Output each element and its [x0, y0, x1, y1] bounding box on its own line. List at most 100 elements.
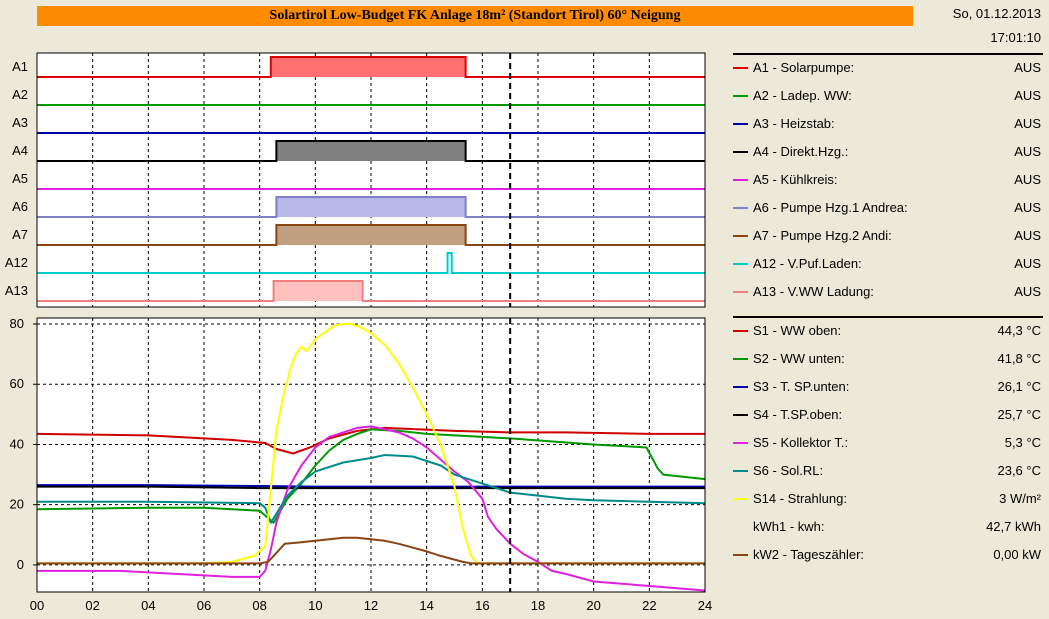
channel-on-area-a4 — [276, 141, 466, 161]
legend-row-a3: A3 - Heizstab: AUS — [733, 116, 1043, 132]
x-tick-label: 18 — [531, 598, 545, 613]
legend-swatch — [733, 442, 748, 444]
legend-divider-middle — [733, 316, 1043, 318]
series-line-s1 — [36, 426, 705, 455]
legend-label: A12 - V.Puf.Laden: — [753, 256, 862, 271]
channel-label-a12: A12 — [5, 255, 28, 270]
legend-label: A7 - Pumpe Hzg.2 Andi: — [753, 228, 892, 243]
channel-trace-a12 — [37, 252, 705, 274]
legend-value: AUS — [1014, 88, 1041, 103]
y-tick-label: 20 — [10, 497, 24, 512]
legend-row-s5: S5 - Kollektor T.: 5,3 °C — [733, 435, 1043, 451]
x-tick-label: 16 — [475, 598, 489, 613]
series-line-s3 — [37, 484, 705, 488]
series-line-s5 — [37, 425, 706, 592]
channel-label-a2: A2 — [12, 87, 28, 102]
legend-swatch — [733, 235, 748, 237]
legend-swatch — [733, 554, 748, 556]
channel-on-area-a12 — [447, 253, 452, 273]
legend-value: 25,7 °C — [997, 407, 1041, 422]
legend-label: S4 - T.SP.oben: — [753, 407, 843, 422]
x-tick-label: 24 — [698, 598, 712, 613]
legend-label: S1 - WW oben: — [753, 323, 842, 338]
time-label: 17:01:10 — [990, 30, 1041, 45]
legend-row-s14: S14 - Strahlung: 3 W/m² — [733, 491, 1043, 507]
legend-value: 23,6 °C — [997, 463, 1041, 478]
legend-row-a4: A4 - Direkt.Hzg.: AUS — [733, 144, 1043, 160]
legend-swatch — [733, 358, 748, 360]
y-tick-label: 0 — [17, 557, 24, 572]
legend-label: A1 - Solarpumpe: — [753, 60, 855, 75]
date-label: So, 01.12.2013 — [952, 6, 1041, 21]
legend-label: A3 - Heizstab: — [753, 116, 835, 131]
series-line-kw2 — [37, 536, 705, 565]
legend-label: A13 - V.WW Ladung: — [753, 284, 874, 299]
analog-plot-background — [37, 318, 705, 592]
chart-title: Solartirol Low-Budget FK Anlage 18m² (St… — [37, 6, 913, 26]
legend-value: 5,3 °C — [1004, 435, 1041, 450]
channel-trace-a6 — [37, 196, 705, 218]
legend-value: AUS — [1014, 144, 1041, 159]
legend-value: 0,00 kW — [993, 547, 1041, 562]
channel-label-a7: A7 — [12, 227, 28, 242]
legend-value: AUS — [1014, 116, 1041, 131]
legend-swatch — [733, 179, 748, 181]
legend-label: S5 - Kollektor T.: — [753, 435, 849, 450]
channel-label-a5: A5 — [12, 171, 28, 186]
x-tick-label: 14 — [419, 598, 433, 613]
channel-trace-a1 — [37, 56, 705, 78]
legend-value: AUS — [1014, 256, 1041, 271]
x-tick-label: 08 — [252, 598, 266, 613]
legend-row-kwh1: kWh1 - kwh: 42,7 kWh — [733, 519, 1043, 535]
legend-row-s1: S1 - WW oben: 44,3 °C — [733, 323, 1043, 339]
legend-label: A6 - Pumpe Hzg.1 Andrea: — [753, 200, 908, 215]
channel-label-a13: A13 — [5, 283, 28, 298]
series-line-s4 — [37, 485, 705, 490]
legend-swatch — [733, 95, 748, 97]
legend-row-a1: A1 - Solarpumpe: AUS — [733, 60, 1043, 76]
legend-row-a5: A5 - Kühlkreis: AUS — [733, 172, 1043, 188]
legend-swatch — [733, 470, 748, 472]
legend-swatch — [733, 526, 748, 528]
legend-label: S2 - WW unten: — [753, 351, 845, 366]
legend-row-a6: A6 - Pumpe Hzg.1 Andrea: AUS — [733, 200, 1043, 216]
legend-row-a7: A7 - Pumpe Hzg.2 Andi: AUS — [733, 228, 1043, 244]
y-tick-label: 40 — [10, 436, 24, 451]
y-tick-label: 60 — [10, 376, 24, 391]
legend-swatch — [733, 207, 748, 209]
legend-value: AUS — [1014, 228, 1041, 243]
channel-label-a4: A4 — [12, 143, 28, 158]
x-tick-label: 02 — [85, 598, 99, 613]
channel-trace-a4 — [37, 140, 705, 162]
legend-label: A4 - Direkt.Hzg.: — [753, 144, 849, 159]
series-line-s6 — [37, 454, 706, 524]
x-tick-label: 22 — [642, 598, 656, 613]
x-tick-label: 06 — [197, 598, 211, 613]
legend-row-a2: A2 - Ladep. WW: AUS — [733, 88, 1043, 104]
channel-on-area-a7 — [276, 225, 466, 245]
y-tick-label: 80 — [10, 316, 24, 331]
channel-label-a6: A6 — [12, 199, 28, 214]
channel-label-a3: A3 — [12, 115, 28, 130]
legend-label: S14 - Strahlung: — [753, 491, 847, 506]
legend-row-a13: A13 - V.WW Ladung: AUS — [733, 284, 1043, 300]
legend-swatch — [733, 498, 748, 500]
legend-value: 3 W/m² — [999, 491, 1041, 506]
legend-row-s3: S3 - T. SP.unten: 26,1 °C — [733, 379, 1043, 395]
legend-label: A2 - Ladep. WW: — [753, 88, 852, 103]
legend-label: kW2 - Tageszähler: — [753, 547, 865, 562]
legend-row-a12: A12 - V.Puf.Laden: AUS — [733, 256, 1043, 272]
legend-swatch — [733, 67, 748, 69]
legend-label: kWh1 - kwh: — [753, 519, 825, 534]
analog-plot-frame — [36, 317, 706, 593]
legend-value: AUS — [1014, 60, 1041, 75]
legend-value: 41,8 °C — [997, 351, 1041, 366]
legend-value: AUS — [1014, 172, 1041, 187]
legend-swatch — [733, 151, 748, 153]
legend-row-s6: S6 - Sol.RL: 23,6 °C — [733, 463, 1043, 479]
legend-value: 42,7 kWh — [986, 519, 1041, 534]
series-line-s14 — [37, 323, 705, 565]
channel-trace-a7 — [37, 224, 705, 246]
legend-divider-top — [733, 53, 1043, 55]
